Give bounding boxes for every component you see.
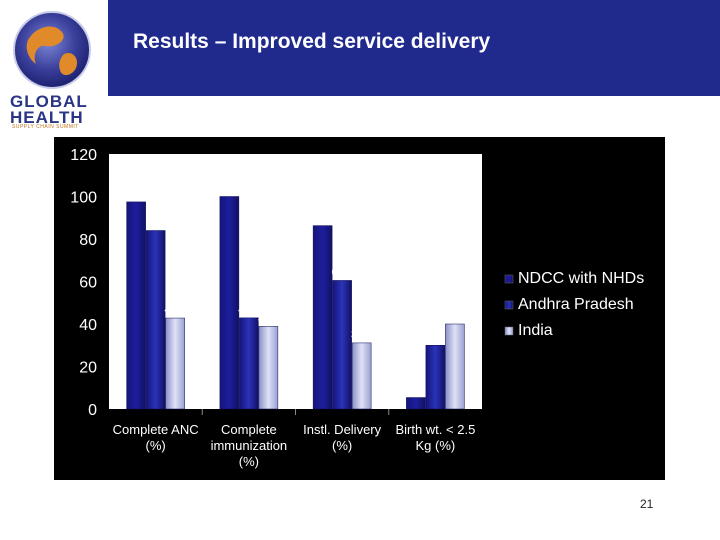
data-label: 31.1 — [351, 329, 372, 341]
bar-andhra-pradesh — [145, 230, 166, 410]
legend-swatch — [504, 274, 514, 284]
data-label: 100 — [220, 183, 238, 195]
bar-andhra-pradesh — [332, 280, 352, 410]
y-tick-label: 60 — [79, 275, 97, 292]
legend-label: NDCC with NHDs — [518, 270, 644, 287]
x-category-label: (%) — [146, 438, 166, 453]
x-category-label: Birth wt. < 2.5 — [395, 422, 475, 437]
data-label: 86.3 — [312, 212, 333, 224]
logo-tagline: SUPPLY CHAIN SUMMIT — [12, 124, 79, 130]
data-label: 60.5 — [331, 266, 352, 278]
data-label: 30 — [429, 331, 441, 343]
data-label: 42.8 — [164, 304, 185, 316]
data-label: 97.46 — [122, 188, 150, 200]
y-tick-label: 40 — [79, 317, 97, 334]
bar-ndcc-with-nhds — [312, 225, 333, 410]
bar-andhra-pradesh — [239, 317, 259, 410]
logo-text-global: GLOBAL — [10, 92, 88, 111]
x-category-label: (%) — [332, 438, 352, 453]
y-tick-label: 20 — [79, 360, 97, 377]
legend-swatch — [504, 300, 514, 310]
y-tick-label: 100 — [70, 190, 97, 207]
y-tick-label: 120 — [70, 147, 97, 164]
bar-india — [258, 326, 279, 410]
y-tick-label: 0 — [88, 402, 97, 419]
x-category-label: Complete — [221, 422, 277, 437]
bar-india — [351, 342, 372, 410]
legend-label: Andhra Pradesh — [518, 296, 634, 313]
data-label: 40 — [449, 310, 461, 322]
bar-ndcc-with-nhds — [406, 397, 426, 410]
bar-ndcc-with-nhds — [126, 201, 146, 410]
x-category-label: Complete ANC — [113, 422, 199, 437]
data-label: 42.9 — [238, 304, 259, 316]
bar-india — [445, 323, 465, 410]
globe-icon — [13, 11, 91, 89]
logo-text-health: HEALTH — [10, 108, 84, 127]
header-band — [108, 0, 720, 96]
legend-label: India — [518, 322, 553, 339]
x-category-label: immunization — [211, 438, 288, 453]
page-number: 21 — [640, 497, 654, 511]
legend-swatch — [504, 326, 514, 336]
x-category-label: Instl. Delivery — [303, 422, 382, 437]
bar-india — [165, 317, 185, 410]
x-category-label: Kg (%) — [416, 438, 456, 453]
data-label: 84 — [150, 217, 162, 229]
data-label: 38.9 — [258, 312, 279, 324]
x-category-label: (%) — [239, 454, 259, 469]
data-label: 5.4 — [408, 384, 423, 396]
bar-andhra-pradesh — [425, 345, 446, 410]
bar-ndcc-with-nhds — [219, 196, 240, 410]
slide-title: Results – Improved service delivery — [133, 30, 491, 53]
y-tick-label: 80 — [79, 232, 97, 249]
